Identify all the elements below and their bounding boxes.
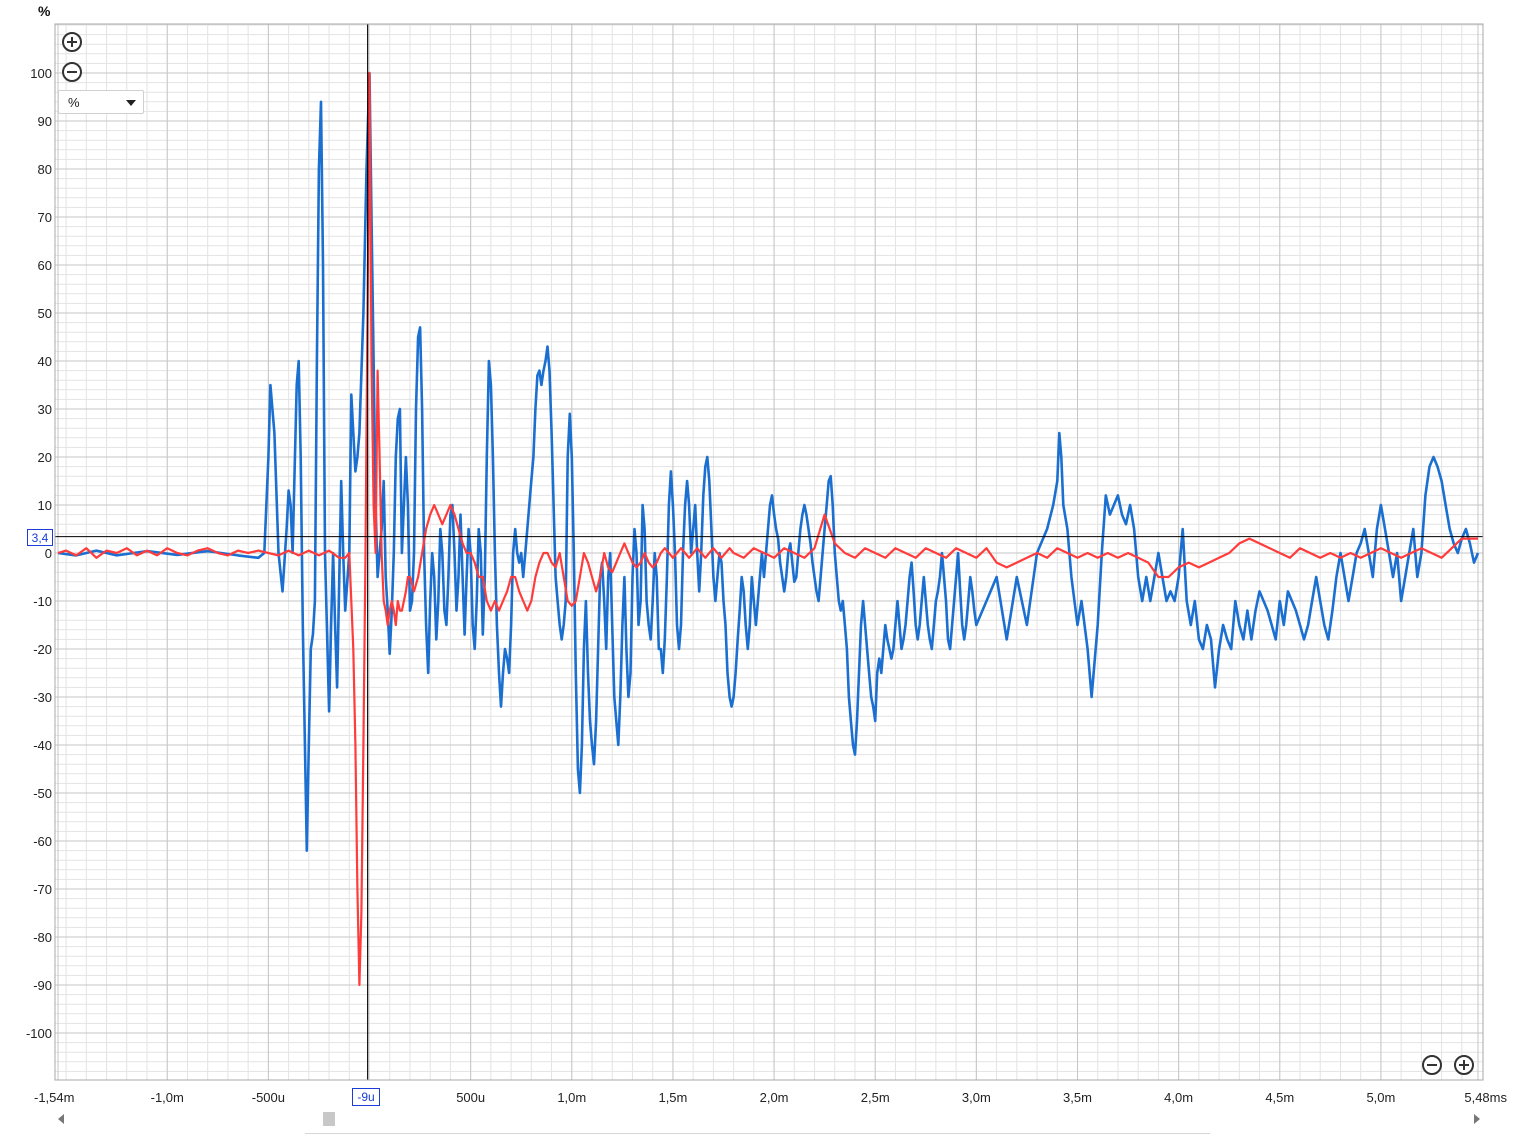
x-zoom-out-icon[interactable] xyxy=(1422,1055,1442,1075)
y-tick-label: -100 xyxy=(26,1026,52,1041)
horizontal-scrollbar[interactable] xyxy=(55,1109,1483,1134)
y-tick-label: 30 xyxy=(38,402,52,417)
cursor-y-readout: 3,4 xyxy=(27,529,53,546)
series-red-line xyxy=(57,71,1478,987)
y-tick-label: -70 xyxy=(33,882,52,897)
plot-area[interactable] xyxy=(55,24,1483,1080)
x-tick-label: -1,54m xyxy=(34,1090,74,1105)
y-tick-label: 0 xyxy=(45,546,52,561)
y-tick-label: -90 xyxy=(33,978,52,993)
x-tick-label: 3,5m xyxy=(1063,1090,1092,1105)
scroll-thumb[interactable] xyxy=(323,1112,335,1126)
y-zoom-out-icon[interactable] xyxy=(62,62,82,82)
y-tick-label: -60 xyxy=(33,834,52,849)
grid-major xyxy=(55,24,1483,1080)
x-tick-label: 2,0m xyxy=(760,1090,789,1105)
x-tick-label: 4,5m xyxy=(1265,1090,1294,1105)
x-tick-label: 5,48ms xyxy=(1464,1090,1507,1105)
x-axis-ticks: -1,54m -1,0m -500u 500u 1,0m 1,5m 2,0m 2,5m 3,0m… xyxy=(34,1090,1507,1105)
x-zoom-in-icon[interactable] xyxy=(1454,1055,1474,1075)
x-tick-label: 5,0m xyxy=(1366,1090,1395,1105)
x-tick-label: -500u xyxy=(252,1090,285,1105)
unit-select-value: % xyxy=(68,95,80,110)
series-group xyxy=(57,71,1480,987)
y-tick-label: 80 xyxy=(38,162,52,177)
y-unit-label: % xyxy=(38,3,51,19)
y-tick-label: 20 xyxy=(38,450,52,465)
y-zoom-in-icon[interactable] xyxy=(62,32,82,52)
y-tick-label: 90 xyxy=(38,114,52,129)
y-tick-label: 10 xyxy=(38,498,52,513)
x-tick-label: 1,0m xyxy=(557,1090,586,1105)
scroll-track xyxy=(305,1133,1210,1134)
y-tick-label: -30 xyxy=(33,690,52,705)
chevron-down-icon xyxy=(126,100,136,106)
scroll-right-icon[interactable] xyxy=(1474,1114,1480,1124)
x-tick-label: 3,0m xyxy=(962,1090,991,1105)
y-tick-label: -50 xyxy=(33,786,52,801)
x-tick-label: 4,0m xyxy=(1164,1090,1193,1105)
y-tick-label: 70 xyxy=(38,210,52,225)
y-tick-label: -20 xyxy=(33,642,52,657)
y-tick-label: 100 xyxy=(30,66,52,81)
x-tick-label: 1,5m xyxy=(658,1090,687,1105)
x-tick-label: 500u xyxy=(456,1090,485,1105)
scroll-left-icon[interactable] xyxy=(58,1114,64,1124)
y-tick-label: -10 xyxy=(33,594,52,609)
y-tick-label: -40 xyxy=(33,738,52,753)
y-tick-label: 50 xyxy=(38,306,52,321)
y-tick-label: 40 xyxy=(38,354,52,369)
unit-select[interactable]: % xyxy=(58,90,144,114)
y-axis-ticks: 1009080706050403020100-10-20-30-40-50-60… xyxy=(26,66,52,1041)
x-tick-label: -1,0m xyxy=(151,1090,184,1105)
y-tick-label: -80 xyxy=(33,930,52,945)
y-tick-label: 60 xyxy=(38,258,52,273)
cursor-x-readout: -9u xyxy=(352,1088,380,1106)
x-tick-label: 2,5m xyxy=(861,1090,890,1105)
plot-border xyxy=(54,23,1484,1081)
series-blue-line xyxy=(57,71,1480,852)
